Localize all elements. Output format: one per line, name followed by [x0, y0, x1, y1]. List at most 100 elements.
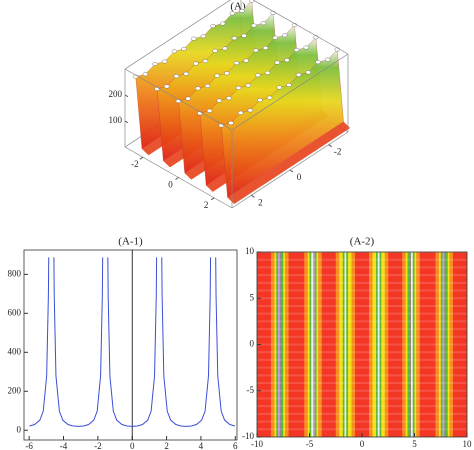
- density-stripe: [393, 252, 396, 437]
- x-tick-label: -10: [251, 439, 263, 449]
- surface-tip: [224, 71, 230, 76]
- y-tick: [289, 169, 294, 173]
- surface-tip: [276, 85, 282, 90]
- density-stripe: [365, 252, 368, 437]
- surface-tip: [295, 72, 302, 77]
- density-stripe: [407, 252, 410, 437]
- density-stripe: [271, 252, 274, 437]
- density-stripe: [426, 252, 429, 437]
- density-stripe: [335, 252, 338, 437]
- density-stripe: [400, 252, 403, 437]
- density-stripe: [272, 252, 275, 437]
- density-stripe: [307, 252, 310, 437]
- x-tick-label: 6: [233, 441, 238, 450]
- surface-tip: [193, 61, 199, 66]
- density-stripe: [398, 252, 401, 437]
- density-stripe: [297, 252, 300, 437]
- density-stripe: [405, 252, 408, 437]
- density-stripe: [435, 252, 438, 437]
- density-stripe: [465, 252, 467, 437]
- density-stripe: [304, 252, 307, 437]
- density-stripe: [442, 252, 445, 437]
- density-stripe: [402, 252, 405, 437]
- y-tick-label: 10: [245, 246, 255, 256]
- density-stripe: [286, 252, 289, 437]
- density-stripe: [425, 252, 428, 437]
- density-stripe: [292, 252, 295, 437]
- density-stripe: [318, 252, 321, 437]
- density-stripe: [414, 252, 417, 437]
- surface-tip: [255, 73, 261, 78]
- density-stripe: [320, 252, 323, 437]
- surface-tip: [266, 95, 273, 100]
- density-stripe: [269, 252, 272, 437]
- density-stripe: [437, 252, 440, 437]
- density-stripe: [332, 252, 335, 437]
- density-stripe: [363, 252, 366, 437]
- density-stripe: [433, 252, 436, 437]
- density-stripe: [446, 252, 449, 437]
- density-stripe: [349, 252, 352, 437]
- surface-tip: [243, 58, 249, 63]
- surface-wall: [221, 49, 344, 198]
- surface-tip: [183, 71, 189, 76]
- y-tick-label: 600: [8, 307, 22, 317]
- density-stripe: [290, 252, 293, 437]
- density-stripe: [384, 252, 387, 437]
- surface-tip: [315, 60, 321, 65]
- density-stripe: [391, 252, 394, 437]
- surface-tip: [247, 108, 254, 113]
- x-tick-label: 0: [130, 441, 135, 450]
- surface-tip: [305, 70, 311, 75]
- chart-title: (A-2): [350, 236, 375, 248]
- chart-title: (A-1): [118, 236, 143, 248]
- density-stripe: [285, 252, 288, 437]
- box-edge: [124, 0, 231, 70]
- surface-tip: [241, 33, 247, 38]
- y-tick-label: -5: [247, 385, 255, 395]
- y-tick-label: 400: [8, 346, 22, 356]
- density-stripe: [416, 252, 419, 437]
- y-tick-label: 0: [250, 339, 255, 349]
- surface-tip: [324, 57, 331, 62]
- density-stripe: [313, 252, 316, 437]
- density-stripe: [444, 252, 447, 437]
- density-stripe: [314, 252, 317, 437]
- density-stripe: [278, 252, 281, 437]
- density-stripe: [379, 252, 382, 437]
- density-stripe: [267, 252, 270, 437]
- surface-tip: [284, 58, 290, 63]
- y-tick-label: -10: [242, 431, 254, 441]
- surface-tip: [251, 23, 257, 28]
- x-tick-label: -2: [131, 159, 139, 169]
- density-stripe: [370, 252, 373, 437]
- z-tick: [124, 94, 129, 98]
- density-stripe: [381, 252, 384, 437]
- density-stripe: [374, 252, 377, 437]
- surface-tip: [233, 61, 240, 66]
- density-stripe: [351, 252, 354, 437]
- density-stripe: [386, 252, 389, 437]
- density-stripe: [342, 252, 345, 437]
- surface-tip: [214, 73, 220, 78]
- surface-tip: [245, 83, 251, 88]
- surface-valley: [227, 121, 351, 205]
- x-tick-label: 4: [199, 441, 204, 450]
- z-tick-label: 200: [109, 89, 123, 99]
- density-stripe: [265, 252, 268, 437]
- surface-tip: [235, 85, 242, 90]
- density-stripe: [451, 252, 454, 437]
- density-stripe: [388, 252, 391, 437]
- density-stripe: [412, 252, 415, 437]
- density-stripe: [440, 252, 443, 437]
- density-stripe: [348, 252, 351, 437]
- surface-tip: [264, 70, 271, 75]
- density-stripe: [353, 252, 356, 437]
- surface-tip: [286, 83, 292, 88]
- density-stripe: [346, 252, 349, 437]
- density-stripe: [377, 252, 380, 437]
- density-stripe: [458, 252, 461, 437]
- density-stripe: [327, 252, 330, 437]
- density-stripe: [411, 252, 414, 437]
- y-tick-label: 0: [297, 172, 302, 182]
